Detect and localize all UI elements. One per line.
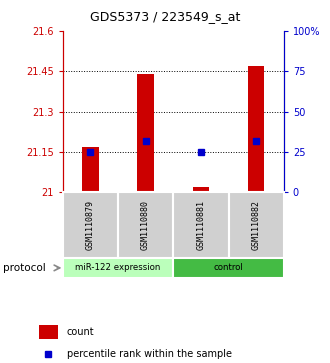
Bar [118, 192, 173, 258]
Bar [248, 66, 264, 192]
Bar [193, 187, 209, 192]
Bar [82, 147, 99, 192]
Text: control: control [214, 263, 244, 272]
Bar [173, 192, 228, 258]
Text: miR-122 expression: miR-122 expression [75, 263, 161, 272]
Text: protocol: protocol [3, 263, 46, 273]
Bar [173, 258, 284, 278]
Bar [63, 258, 173, 278]
Text: GSM1110879: GSM1110879 [86, 200, 95, 250]
Text: GSM1110881: GSM1110881 [196, 200, 205, 250]
Bar [39, 325, 58, 339]
Bar [63, 192, 118, 258]
Bar [228, 192, 284, 258]
Bar [137, 74, 154, 192]
Text: count: count [67, 327, 94, 337]
Text: percentile rank within the sample: percentile rank within the sample [67, 349, 232, 359]
Text: GDS5373 / 223549_s_at: GDS5373 / 223549_s_at [90, 10, 240, 23]
Text: GSM1110882: GSM1110882 [252, 200, 261, 250]
Text: GSM1110880: GSM1110880 [141, 200, 150, 250]
